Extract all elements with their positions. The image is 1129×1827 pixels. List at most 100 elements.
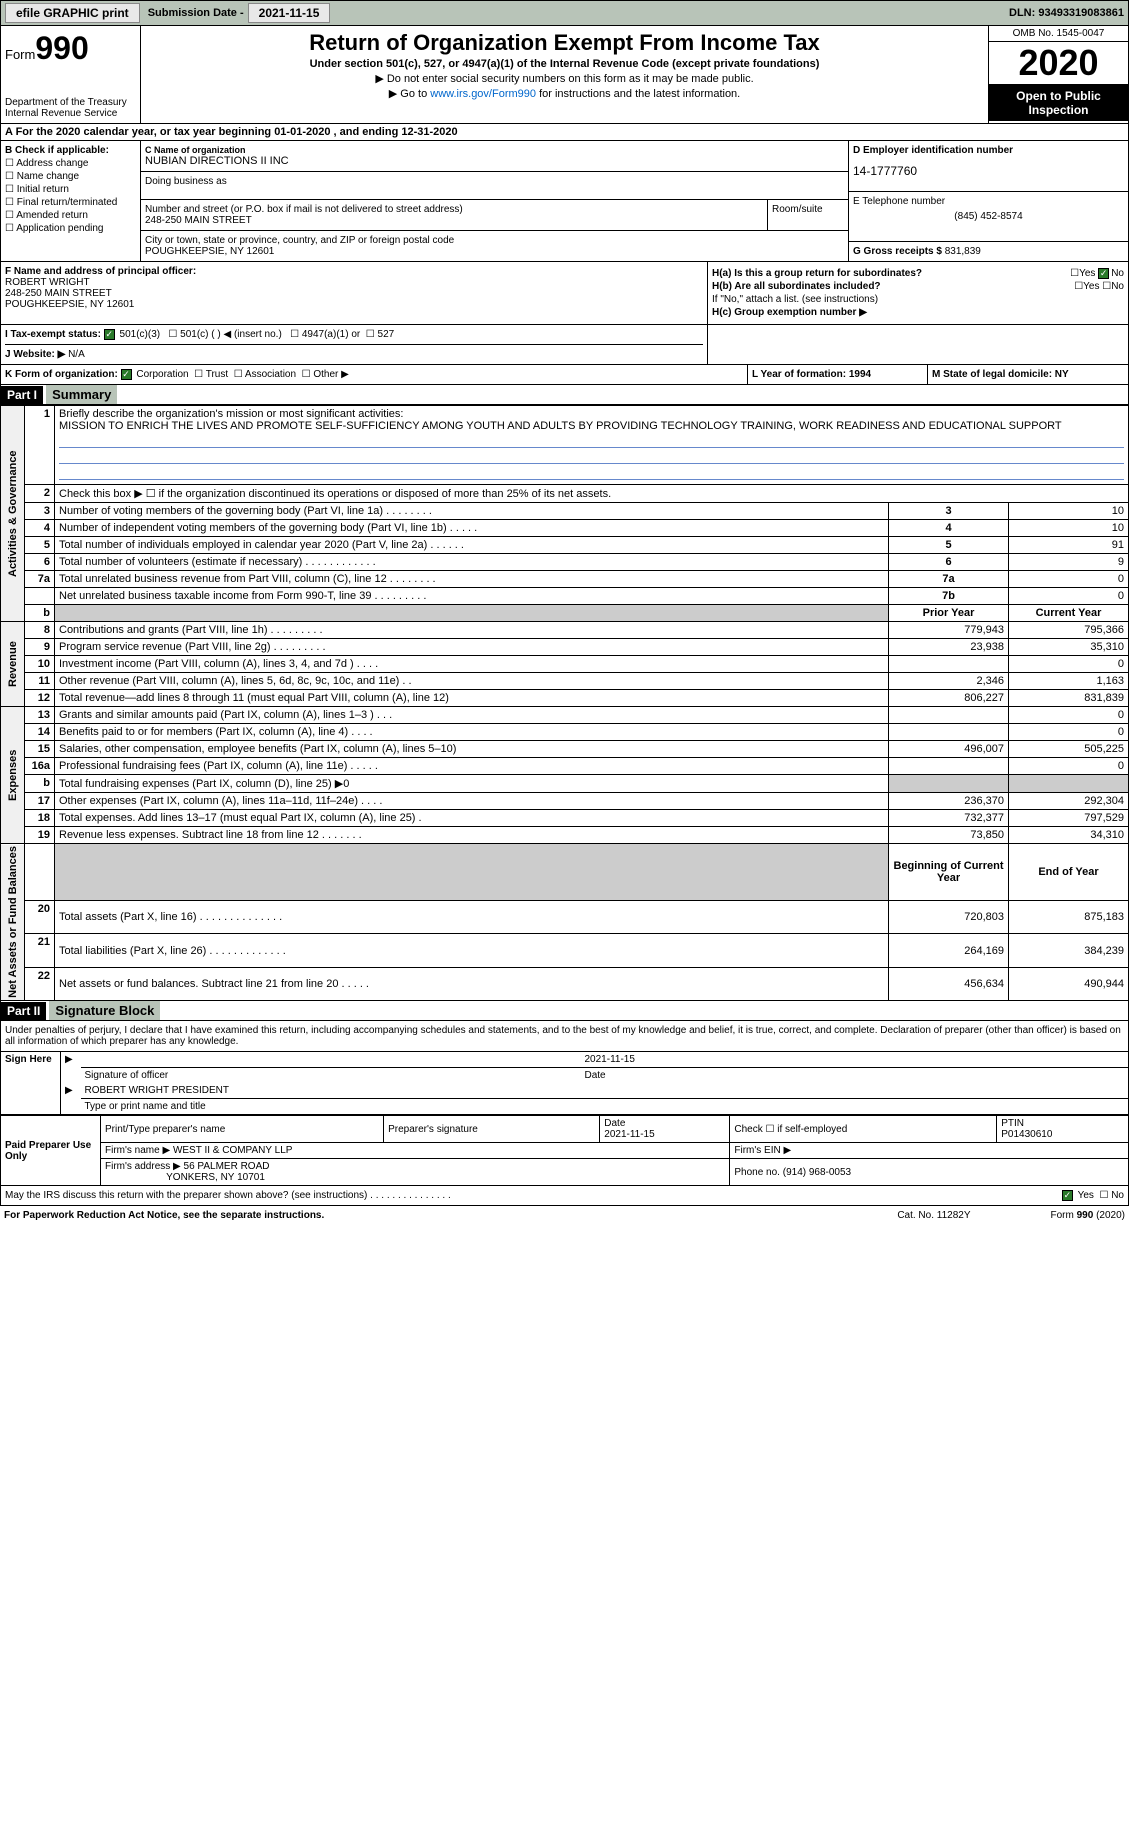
line-16b-current [1009, 775, 1129, 793]
org-name-label: C Name of organization [145, 145, 844, 155]
line-9-num: 9 [25, 639, 55, 656]
firm-city: YONKERS, NY 10701 [166, 1172, 265, 1183]
line-19-desc: Revenue less expenses. Subtract line 18 … [55, 827, 889, 844]
chk-group-no[interactable] [1098, 268, 1109, 279]
line-7a-num: 7a [25, 571, 55, 588]
website-value: N/A [68, 349, 85, 360]
line-13-desc: Grants and similar amounts paid (Part IX… [55, 707, 889, 724]
shaded-row [55, 605, 889, 622]
efile-button[interactable]: efile GRAPHIC print [5, 3, 140, 23]
line-18-current: 797,529 [1009, 810, 1129, 827]
officer-addr2: POUGHKEEPSIE, NY 12601 [5, 299, 134, 310]
line-6-val: 9 [1009, 554, 1129, 571]
submission-date[interactable]: 2021-11-15 [248, 3, 331, 23]
chk-discuss-yes[interactable] [1062, 1190, 1073, 1201]
line-20-current: 875,183 [1009, 901, 1129, 934]
line-5-num: 5 [25, 537, 55, 554]
city-state-zip: POUGHKEEPSIE, NY 12601 [145, 246, 844, 257]
date-label: Date [581, 1068, 1129, 1084]
h-a: H(a) Is this a group return for subordin… [712, 268, 922, 279]
sig-date-value: 2021-11-15 [581, 1052, 1129, 1068]
line-8-prior: 779,943 [889, 622, 1009, 639]
line-18-desc: Total expenses. Add lines 13–17 (must eq… [55, 810, 889, 827]
line-9-current: 35,310 [1009, 639, 1129, 656]
discuss-row: May the IRS discuss this return with the… [0, 1186, 1129, 1206]
dba-label: Doing business as [141, 172, 848, 200]
line-15-desc: Salaries, other compensation, employee b… [55, 741, 889, 758]
chk-address-change[interactable]: ☐ Address change [5, 158, 136, 169]
top-bar: efile GRAPHIC print Submission Date - 20… [0, 0, 1129, 26]
line-11-desc: Other revenue (Part VIII, column (A), li… [55, 673, 889, 690]
prep-hdr-date: Date2021-11-15 [600, 1116, 730, 1143]
line-7a-val: 0 [1009, 571, 1129, 588]
chk-corporation[interactable] [121, 369, 132, 380]
line-13-prior [889, 707, 1009, 724]
line-16b-num: b [25, 775, 55, 793]
form-number: Form990 [5, 30, 136, 67]
firm-name-label: Firm's name ▶ [105, 1145, 173, 1156]
officer-addr1: 248-250 MAIN STREET [5, 288, 112, 299]
line-10-current: 0 [1009, 656, 1129, 673]
signature-table: Sign Here ▶ 2021-11-15 Signature of offi… [0, 1052, 1129, 1115]
form-subtitle: Under section 501(c), 527, or 4947(a)(1)… [145, 58, 984, 70]
line-16a-num: 16a [25, 758, 55, 775]
line-7a-box: 7a [889, 571, 1009, 588]
chk-501c3[interactable] [104, 329, 115, 340]
line-9-prior: 23,938 [889, 639, 1009, 656]
line-17-desc: Other expenses (Part IX, column (A), lin… [55, 793, 889, 810]
line-22-num: 22 [25, 967, 55, 1000]
line-9-desc: Program service revenue (Part VIII, line… [55, 639, 889, 656]
line-3-num: 3 [25, 503, 55, 520]
line-12-current: 831,839 [1009, 690, 1129, 707]
line-3-desc: Number of voting members of the governin… [55, 503, 889, 520]
type-name-label: Type or print name and title [81, 1099, 1129, 1115]
line-17-num: 17 [25, 793, 55, 810]
chk-amended[interactable]: ☐ Amended return [5, 210, 136, 221]
line-7b-val: 0 [1009, 588, 1129, 605]
shaded-row-2 [55, 844, 889, 901]
street-address: 248-250 MAIN STREET [145, 215, 763, 226]
chk-pending[interactable]: ☐ Application pending [5, 223, 136, 234]
line-16a-desc: Professional fundraising fees (Part IX, … [55, 758, 889, 775]
line-10-prior [889, 656, 1009, 673]
begin-year-hdr: Beginning of Current Year [889, 844, 1009, 901]
ein-value: 14-1777760 [853, 164, 1124, 178]
blank-num [25, 844, 55, 901]
tax-year: 2020 [989, 42, 1128, 85]
header-note1: ▶ Do not enter social security numbers o… [145, 72, 984, 85]
line-20-num: 20 [25, 901, 55, 934]
pra-notice: For Paperwork Reduction Act Notice, see … [4, 1210, 324, 1221]
cat-number: Cat. No. 11282Y [897, 1210, 970, 1221]
line-16b-desc: Total fundraising expenses (Part IX, col… [55, 775, 889, 793]
line-13-num: 13 [25, 707, 55, 724]
irs-link[interactable]: www.irs.gov/Form990 [430, 88, 536, 100]
firm-address: 56 PALMER ROAD [184, 1161, 270, 1172]
telephone-value: (845) 452-8574 [853, 211, 1124, 222]
line-20-prior: 720,803 [889, 901, 1009, 934]
line-14-current: 0 [1009, 724, 1129, 741]
line-2-desc: Check this box ▶ ☐ if the organization d… [55, 485, 1129, 503]
omb-number: OMB No. 1545-0047 [989, 26, 1128, 42]
line-7b-box: 7b [889, 588, 1009, 605]
end-year-hdr: End of Year [1009, 844, 1129, 901]
prep-hdr-self: Check ☐ if self-employed [730, 1116, 997, 1143]
side-expenses: Expenses [1, 707, 25, 844]
chk-initial-return[interactable]: ☐ Initial return [5, 184, 136, 195]
line-5-val: 91 [1009, 537, 1129, 554]
line-22-current: 490,944 [1009, 967, 1129, 1000]
chk-final-return[interactable]: ☐ Final return/terminated [5, 197, 136, 208]
part-1: Part I Summary [0, 385, 1129, 405]
line-21-desc: Total liabilities (Part X, line 26) . . … [55, 934, 889, 967]
website-label: J Website: ▶ [5, 349, 68, 360]
line-5-box: 5 [889, 537, 1009, 554]
line-14-num: 14 [25, 724, 55, 741]
current-year-hdr: Current Year [1009, 605, 1129, 622]
ein-label: D Employer identification number [853, 145, 1124, 156]
chk-name-change[interactable]: ☐ Name change [5, 171, 136, 182]
prep-hdr-ptin: PTINP01430610 [997, 1116, 1129, 1143]
form-footer: Form 990 (2020) [1051, 1210, 1125, 1221]
line-2-num: 2 [25, 485, 55, 503]
entity-info: B Check if applicable: ☐ Address change … [0, 141, 1129, 262]
line-7a-desc: Total unrelated business revenue from Pa… [55, 571, 889, 588]
officer-name: ROBERT WRIGHT [5, 277, 90, 288]
